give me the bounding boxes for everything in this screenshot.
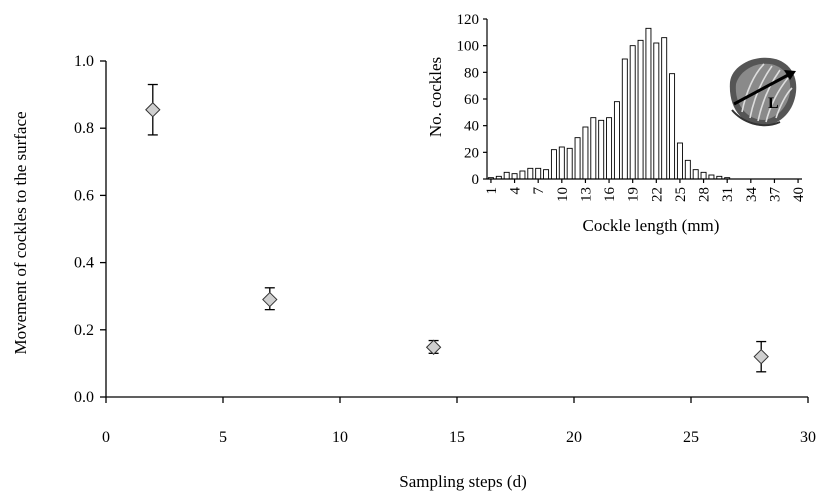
- data-point: [753, 348, 769, 365]
- y-tick-label: 0.6: [74, 187, 94, 204]
- inset-x-tick-label: 10: [555, 187, 571, 202]
- histogram-bar: [613, 101, 620, 180]
- histogram-bar: [700, 171, 707, 180]
- inset-x-tick-label: 37: [767, 187, 783, 203]
- histogram-bar: [621, 58, 628, 180]
- histogram-bar: [511, 173, 518, 180]
- histogram-bar: [661, 37, 668, 180]
- histogram-bar: [543, 169, 550, 180]
- histogram-bar: [676, 142, 683, 180]
- x-axis-label: Sampling steps (d): [399, 472, 527, 491]
- histogram-bar: [590, 117, 597, 180]
- inset-y-tick-label: 100: [457, 39, 480, 55]
- y-tick-label: 0.0: [74, 389, 94, 406]
- data-point: [145, 102, 161, 118]
- x-tick-label: 30: [800, 429, 816, 446]
- cockle-shell-icon: L: [729, 57, 797, 127]
- histogram-bar: [629, 45, 636, 180]
- data-point: [425, 339, 442, 355]
- inset-x-tick-label: 25: [673, 187, 689, 202]
- inset-x-tick-label: 19: [626, 187, 642, 202]
- inset-x-tick-label: 1: [484, 187, 500, 195]
- y-tick-label: 0.8: [74, 120, 94, 137]
- inset-y-tick-label: 0: [472, 172, 480, 188]
- shell-length-label: L: [768, 95, 779, 112]
- x-tick-label: 5: [219, 429, 227, 446]
- x-tick-label: 25: [683, 429, 699, 446]
- x-tick-label: 15: [449, 429, 465, 446]
- y-tick-label: 0.2: [74, 322, 94, 339]
- histogram-bar: [692, 169, 699, 180]
- inset-x-tick-label: 7: [531, 187, 547, 195]
- histogram-bar: [550, 149, 557, 180]
- inset-y-tick-label: 20: [464, 145, 479, 161]
- histogram-bar: [527, 167, 534, 180]
- x-tick-label: 0: [102, 429, 110, 446]
- inset-x-tick-label: 40: [791, 187, 807, 202]
- inset-histogram: 0 20 40 60 80 100 120 1 4 7 10 13 16 19 22 25 28 31 34 37 40…: [426, 12, 807, 235]
- histogram-bar: [669, 73, 676, 180]
- inset-x-tick-label: 22: [649, 187, 665, 202]
- data-point: [262, 291, 278, 308]
- inset-x-tick-label: 34: [744, 187, 760, 203]
- inset-x-tick-label: 31: [720, 187, 736, 202]
- inset-x-tick-label: 16: [602, 187, 618, 203]
- inset-x-axis-label: Cockle length (mm): [583, 216, 720, 235]
- histogram-bar: [519, 170, 526, 180]
- histogram-bar: [637, 39, 644, 180]
- histogram-bar: [566, 147, 573, 180]
- y-tick-label: 0.4: [74, 255, 94, 272]
- y-tick-label: 1.0: [74, 53, 94, 70]
- histogram-bar: [598, 119, 605, 180]
- histogram-bar: [574, 137, 581, 180]
- x-tick-label: 10: [332, 429, 348, 446]
- histogram-bar: [645, 27, 652, 180]
- inset-x-tick-label: 13: [578, 187, 594, 202]
- histogram-bar: [653, 42, 660, 180]
- histogram-bar: [582, 126, 589, 180]
- inset-y-tick-label: 80: [464, 65, 479, 81]
- inset-y-tick-label: 40: [464, 119, 479, 135]
- histogram-bar: [684, 159, 691, 180]
- inset-y-tick-label: 60: [464, 92, 479, 108]
- histogram-bar: [503, 171, 510, 180]
- y-axis-label: Movement of cockles to the surface: [11, 111, 30, 354]
- histogram-bar: [535, 167, 542, 180]
- inset-y-axis-label: No. cockles: [426, 57, 445, 137]
- histogram-bar: [606, 117, 613, 180]
- inset-x-tick-label: 28: [697, 187, 713, 202]
- inset-x-tick-label: 4: [508, 187, 524, 195]
- x-tick-label: 20: [566, 429, 582, 446]
- inset-y-tick-label: 120: [457, 12, 480, 28]
- histogram-bar: [558, 146, 565, 180]
